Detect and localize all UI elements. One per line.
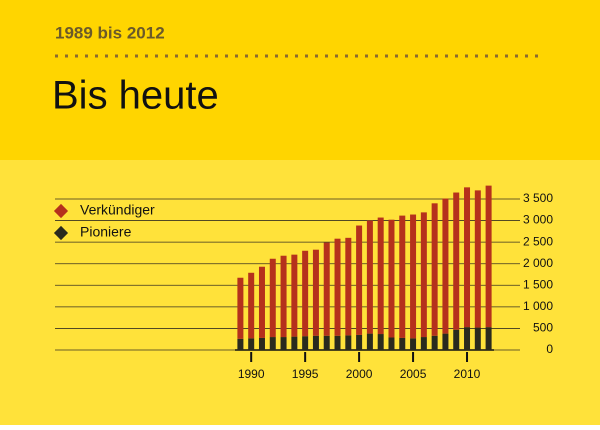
bar-segment — [485, 185, 492, 328]
bar-segment — [269, 258, 276, 338]
y-tick-label: 1 000 — [523, 299, 553, 313]
bar-segment — [366, 220, 373, 334]
bar-segment — [399, 215, 406, 338]
bar-segment — [291, 336, 298, 350]
y-tick-label: 2 500 — [523, 234, 553, 248]
bar-segment — [420, 212, 427, 338]
y-tick-label: 500 — [533, 321, 553, 335]
bar-segment — [312, 335, 319, 350]
bar-segment — [237, 277, 244, 339]
bar-segment — [388, 337, 395, 350]
bar-segment — [431, 203, 438, 336]
bar-segment — [442, 333, 449, 350]
bar-segment — [377, 334, 384, 350]
bar-segment — [464, 187, 471, 328]
bar-segment — [280, 337, 287, 350]
bar-segment — [258, 337, 265, 350]
bar-segment — [345, 237, 352, 336]
bar-segment — [258, 266, 265, 338]
bar-segment — [291, 254, 298, 337]
x-tick-label: 1990 — [238, 367, 265, 381]
bar-segment — [399, 337, 406, 350]
bar-segment — [356, 334, 363, 350]
bar-segment — [323, 242, 330, 336]
bar-segment — [302, 336, 309, 350]
header-background — [0, 0, 600, 160]
bar-segment — [442, 198, 449, 334]
bar-segment — [464, 327, 471, 350]
title: Bis heute — [52, 74, 219, 118]
bar-segment — [248, 338, 255, 350]
bar-segment — [431, 335, 438, 350]
bar-segment — [302, 250, 309, 337]
bar-segment — [334, 238, 341, 336]
subtitle: 1989 bis 2012 — [55, 23, 165, 42]
bar-segment — [356, 225, 363, 335]
y-tick-label: 0 — [546, 342, 553, 356]
bar-segment — [248, 272, 255, 339]
bar-segment — [453, 192, 460, 330]
bar-segment — [410, 214, 417, 339]
bar-segment — [388, 219, 395, 338]
x-tick-label: 2010 — [454, 367, 481, 381]
x-tick-label: 1995 — [292, 367, 319, 381]
bar-segment — [474, 190, 481, 328]
x-tick-label: 2000 — [346, 367, 373, 381]
bar-segment — [474, 327, 481, 350]
legend-label: Verkündiger — [80, 202, 155, 218]
bar-segment — [377, 217, 384, 335]
y-tick-label: 3 500 — [523, 191, 553, 205]
bar-segment — [420, 337, 427, 350]
bar-segment — [269, 337, 276, 350]
y-tick-label: 1 500 — [523, 277, 553, 291]
bar-segment — [334, 335, 341, 350]
bar-segment — [312, 249, 319, 336]
bar-segment — [323, 335, 330, 350]
bar-segment — [345, 335, 352, 350]
bar-segment — [237, 338, 244, 350]
legend-label: Pioniere — [80, 224, 132, 240]
x-tick-label: 2005 — [400, 367, 427, 381]
bar-segment — [410, 338, 417, 350]
bar-segment — [366, 333, 373, 350]
chart-background — [0, 160, 600, 425]
bar-segment — [280, 255, 287, 338]
bar-segment — [485, 327, 492, 350]
y-tick-label: 3 000 — [523, 213, 553, 227]
bar-segment — [453, 329, 460, 350]
y-tick-label: 2 000 — [523, 256, 553, 270]
